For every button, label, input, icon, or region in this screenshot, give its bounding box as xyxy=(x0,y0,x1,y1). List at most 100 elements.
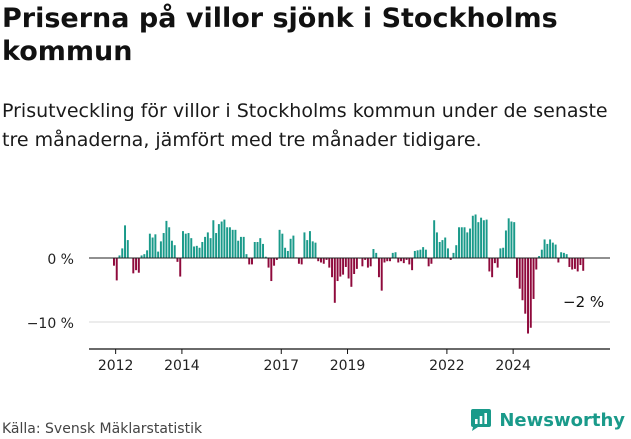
bar xyxy=(245,254,248,258)
bar xyxy=(201,242,204,258)
page-subtitle: Prisutveckling för villor i Stockholms k… xyxy=(2,100,608,151)
bar xyxy=(521,258,524,301)
bar xyxy=(510,221,513,258)
bar-chart: 2012 2014 2017 2019 2022 2024 0 % −10 % −2 % xyxy=(27,214,610,374)
bar xyxy=(198,247,201,258)
bar xyxy=(458,227,460,258)
bar xyxy=(488,258,491,272)
bar xyxy=(292,235,295,258)
y-tick-label: 0 % xyxy=(47,252,74,268)
bar xyxy=(551,242,554,258)
bar xyxy=(289,238,292,258)
bar xyxy=(333,258,336,303)
bar xyxy=(328,258,331,268)
bar xyxy=(504,230,507,258)
bar xyxy=(386,258,389,262)
bar xyxy=(369,258,372,267)
bar xyxy=(549,239,552,258)
bar xyxy=(173,245,176,258)
bar xyxy=(377,258,380,278)
labels-layer: 0 % −10 % −2 % xyxy=(27,252,610,332)
bar xyxy=(223,219,226,258)
bar xyxy=(560,252,563,258)
bar xyxy=(466,232,469,258)
bar xyxy=(325,258,328,260)
bar xyxy=(344,258,347,267)
bar xyxy=(159,241,162,258)
bar xyxy=(308,231,311,258)
bar xyxy=(554,244,557,258)
source-note: Källa: Svensk Mäklarstatistik xyxy=(2,421,203,437)
bar xyxy=(573,258,576,269)
bar xyxy=(331,258,334,278)
bar xyxy=(184,233,187,258)
bar xyxy=(389,258,391,262)
bar xyxy=(532,258,535,299)
bar xyxy=(135,258,138,271)
bar xyxy=(416,250,419,258)
bar xyxy=(397,258,400,263)
bar xyxy=(347,258,350,279)
bar xyxy=(170,240,173,258)
bar xyxy=(248,258,251,265)
bar xyxy=(137,258,140,273)
bar xyxy=(529,258,532,328)
bar xyxy=(270,258,273,282)
bar xyxy=(278,229,281,258)
bar xyxy=(482,220,485,258)
bar xyxy=(471,215,474,258)
bar xyxy=(366,258,369,268)
bar xyxy=(582,258,585,271)
bar xyxy=(317,258,320,262)
bar xyxy=(204,236,207,258)
bar xyxy=(350,258,353,287)
bar xyxy=(480,217,483,258)
bar xyxy=(441,240,444,258)
bar xyxy=(571,258,574,270)
bar xyxy=(115,258,118,281)
bar xyxy=(267,258,270,268)
bar xyxy=(151,237,154,258)
bar xyxy=(215,233,218,258)
bar xyxy=(311,241,314,258)
bar xyxy=(176,258,179,262)
bar xyxy=(474,214,477,258)
x-tick-label: 2024 xyxy=(495,358,531,374)
bar xyxy=(527,258,529,334)
bar xyxy=(237,240,240,258)
bar xyxy=(435,232,438,258)
bar xyxy=(206,232,209,258)
x-tick-label: 2014 xyxy=(164,358,200,374)
bar xyxy=(383,258,386,263)
bar xyxy=(361,258,364,267)
bar xyxy=(419,249,422,258)
bar xyxy=(518,258,521,289)
bar xyxy=(162,233,165,258)
bar xyxy=(413,250,416,258)
bar xyxy=(375,252,378,258)
bar xyxy=(449,258,452,260)
bar xyxy=(485,219,488,258)
bar xyxy=(212,220,215,258)
bar xyxy=(303,232,306,258)
x-axis: 2012 2014 2017 2019 2022 2024 xyxy=(89,348,610,374)
bar xyxy=(182,231,184,258)
bar xyxy=(372,249,375,258)
bar xyxy=(193,246,196,258)
bar xyxy=(220,221,223,258)
bar xyxy=(273,258,276,266)
bar xyxy=(297,258,300,264)
newsworthy-logo: Newsworthy xyxy=(469,408,625,432)
bar xyxy=(228,227,231,258)
bar xyxy=(562,252,565,258)
bar xyxy=(400,258,403,262)
bar xyxy=(231,229,234,258)
bar xyxy=(515,258,518,278)
bar xyxy=(275,258,278,260)
bar xyxy=(306,240,309,258)
bar xyxy=(239,236,242,258)
bar xyxy=(430,258,433,264)
bar xyxy=(148,233,151,258)
bar xyxy=(438,242,441,258)
bar xyxy=(513,222,516,258)
